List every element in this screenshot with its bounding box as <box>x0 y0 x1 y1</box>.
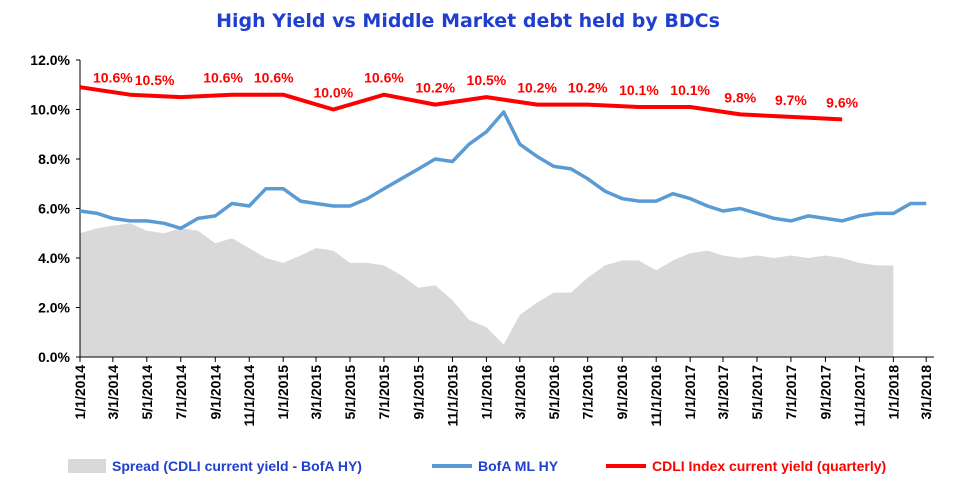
data-label: 9.7% <box>775 92 807 108</box>
data-label: 9.8% <box>724 89 756 105</box>
x-tick-label: 7/1/2014 <box>173 365 189 420</box>
x-tick-label: 9/1/2016 <box>614 365 630 420</box>
x-tick-label: 3/1/2018 <box>918 365 934 420</box>
data-label: 9.6% <box>826 94 858 110</box>
x-tick-label: 5/1/2016 <box>546 365 562 420</box>
x-tick-label: 3/1/2015 <box>308 365 324 420</box>
x-tick-label: 9/1/2015 <box>410 365 426 420</box>
cdli-line-layer <box>79 85 843 122</box>
data-label: 10.0% <box>313 85 353 101</box>
x-tick-label: 9/1/2014 <box>207 365 223 420</box>
legend-label-cdli: CDLI Index current yield (quarterly) <box>652 458 886 474</box>
data-label: 10.2% <box>415 80 455 96</box>
x-tick-label: 1/1/2018 <box>885 365 901 420</box>
axes: 0.0% 2.0% 4.0% 6.0% 8.0% 10.0% 12.0% 1/1/2014 3/… <box>30 52 934 427</box>
legend-label-spread: Spread (CDLI current yield - BofA HY) <box>112 458 362 474</box>
spread-area <box>80 223 894 357</box>
x-tick-label: 5/1/2015 <box>342 365 358 420</box>
data-label: 10.1% <box>670 82 710 98</box>
data-label: 10.2% <box>517 80 557 96</box>
x-tick-label: 1/1/2016 <box>478 365 494 420</box>
data-label: 10.5% <box>467 72 507 88</box>
y-tick-label: 10.0% <box>30 102 70 118</box>
x-tick-label: 7/1/2016 <box>580 365 596 420</box>
legend-swatch-spread <box>68 459 106 473</box>
x-tick-label: 11/1/2016 <box>648 365 664 427</box>
y-tick-label: 8.0% <box>38 151 70 167</box>
y-tick-label: 0.0% <box>38 349 70 365</box>
x-tick-label: 1/1/2015 <box>275 365 291 420</box>
data-label: 10.6% <box>93 70 133 86</box>
y-tick-label: 2.0% <box>38 300 70 316</box>
x-tick-label: 11/1/2015 <box>444 365 460 427</box>
data-label: 10.5% <box>135 72 175 88</box>
data-label: 10.6% <box>254 70 294 86</box>
data-label: 10.1% <box>619 82 659 98</box>
x-tick-label: 1/1/2014 <box>72 365 88 420</box>
data-labels: 10.6% 10.5% 10.6% 10.6%10.0%10.6%10.2% 10.5%… <box>93 70 859 111</box>
data-label: 10.6% <box>203 70 243 86</box>
x-tick-label: 9/1/2017 <box>817 365 833 420</box>
x-tick-label: 11/1/2014 <box>241 365 257 427</box>
x-tick-label: 11/1/2017 <box>851 365 867 427</box>
bofa-line-layer <box>79 110 927 231</box>
x-tick-label: 5/1/2014 <box>139 365 155 420</box>
data-label: 10.2% <box>568 80 608 96</box>
y-tick-label: 6.0% <box>38 201 70 217</box>
x-tick-label: 3/1/2016 <box>512 365 528 420</box>
bofa-line <box>79 110 927 231</box>
legend-label-bofa: BofA ML HY <box>478 458 559 474</box>
legend: Spread (CDLI current yield - BofA HY) Bof… <box>68 458 886 474</box>
y-tick-label: 4.0% <box>38 250 70 266</box>
x-tick-label: 5/1/2017 <box>749 365 765 420</box>
x-tick-label: 3/1/2017 <box>715 365 731 420</box>
chart-title: High Yield vs Middle Market debt held by… <box>216 10 720 32</box>
spread-area-layer <box>80 223 894 357</box>
data-label: 10.6% <box>364 70 404 86</box>
y-tick-label: 12.0% <box>30 52 70 68</box>
x-tick-label: 1/1/2017 <box>682 365 698 420</box>
x-tick-label: 7/1/2017 <box>783 365 799 420</box>
x-tick-label: 3/1/2014 <box>105 365 121 420</box>
cdli-line <box>79 85 843 122</box>
x-tick-label: 7/1/2015 <box>376 365 392 420</box>
